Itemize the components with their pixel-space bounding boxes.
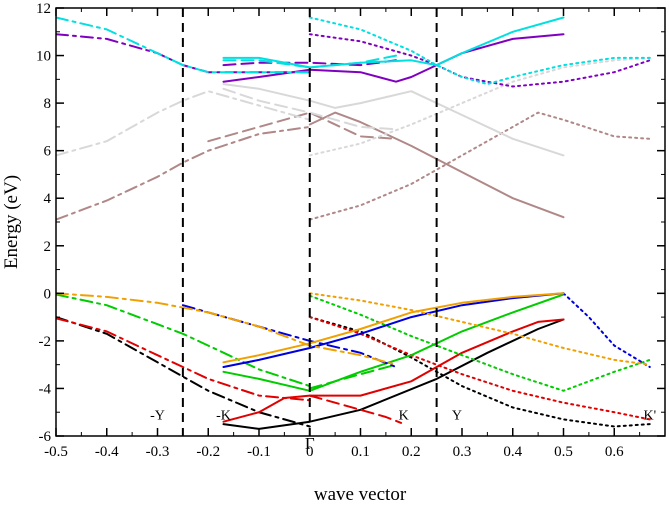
band-line-2 [308,316,651,428]
band-line-10 [308,294,651,392]
band-line-30 [222,54,397,69]
x-tick-label-0: -0.5 [44,444,68,460]
band-line-24 [308,56,651,157]
band-line-16 [308,292,651,366]
x-tick-label-3: -0.2 [196,444,220,460]
band-line-23 [222,83,565,157]
vline-layer [181,8,438,436]
y-tick-label-1: -4 [39,381,52,397]
band-line-15 [222,292,565,364]
y-tick-label-7: 8 [44,96,52,112]
y-tick-label-8: 10 [36,49,51,65]
band-line-3 [56,317,311,402]
x-tick-label-2: -0.3 [146,444,170,460]
symmetry-point-label-3: Y [452,408,462,423]
y-axis: -6 -4 -2 0 2 4 6 8 10 12 [36,1,665,445]
band-line-28 [308,33,651,88]
y-tick-label-3: 0 [44,286,52,302]
band-line-17 [56,125,311,221]
band-line-4 [308,394,403,424]
x-axis: -0.5 -0.4 -0.3 -0.2 -0.1 0 0.1 0.2 0.3 0.4 0.5 0.6 [44,8,641,460]
y-tick-label-0: -6 [39,429,52,445]
x-tick-label-4: -0.1 [247,444,271,460]
x-tick-label-10: 0.5 [554,444,573,460]
band-line-31 [222,16,565,69]
y-axis-title: Energy (eV) [1,175,22,269]
band-line-27 [222,33,565,83]
x-tick-label-9: 0.4 [503,444,522,460]
band-line-7 [56,293,311,388]
band-line-11 [181,304,397,368]
band-line-14 [56,292,397,366]
band-line-19 [308,111,565,219]
series-layer [56,16,651,430]
x-tick-label-11: 0.6 [605,444,624,460]
y-tick-label-5: 4 [44,191,52,207]
band-line-20 [308,111,651,221]
y-tick-label-2: -2 [39,334,52,350]
symmetry-point-label-2: K [399,408,409,423]
symmetry-point-label-1: -K [216,408,231,423]
band-line-6 [308,316,651,421]
x-tick-label-1: -0.4 [95,444,119,460]
band-line-5 [222,318,565,423]
y-tick-label-9: 12 [36,1,51,17]
symmetry-point-label-0: -Y [150,408,165,423]
y-tick-label-6: 6 [44,144,52,160]
annotations: -Y -K K Y K' Γ [150,408,656,453]
band-line-13 [562,292,651,368]
band-line-29 [56,16,311,74]
band-line-32 [308,16,651,86]
band-line-1 [222,318,565,430]
band-line-12 [222,292,565,368]
band-line-21 [56,90,311,157]
gamma-point-label: Γ [305,434,315,453]
x-tick-label-8: 0.3 [453,444,472,460]
band-line-26 [222,59,397,67]
band-line-8 [308,363,397,390]
y-tick-label-4: 2 [44,239,52,255]
x-axis-title: wave vector [314,484,407,505]
symmetry-point-label-4: K' [643,408,656,423]
x-tick-label-7: 0.2 [402,444,421,460]
x-tick-label-5: 0 [306,444,314,460]
band-line-22 [222,87,397,131]
x-tick-label-6: 0.1 [351,444,370,460]
band-line-9 [222,293,565,392]
band-line-18 [207,111,397,143]
